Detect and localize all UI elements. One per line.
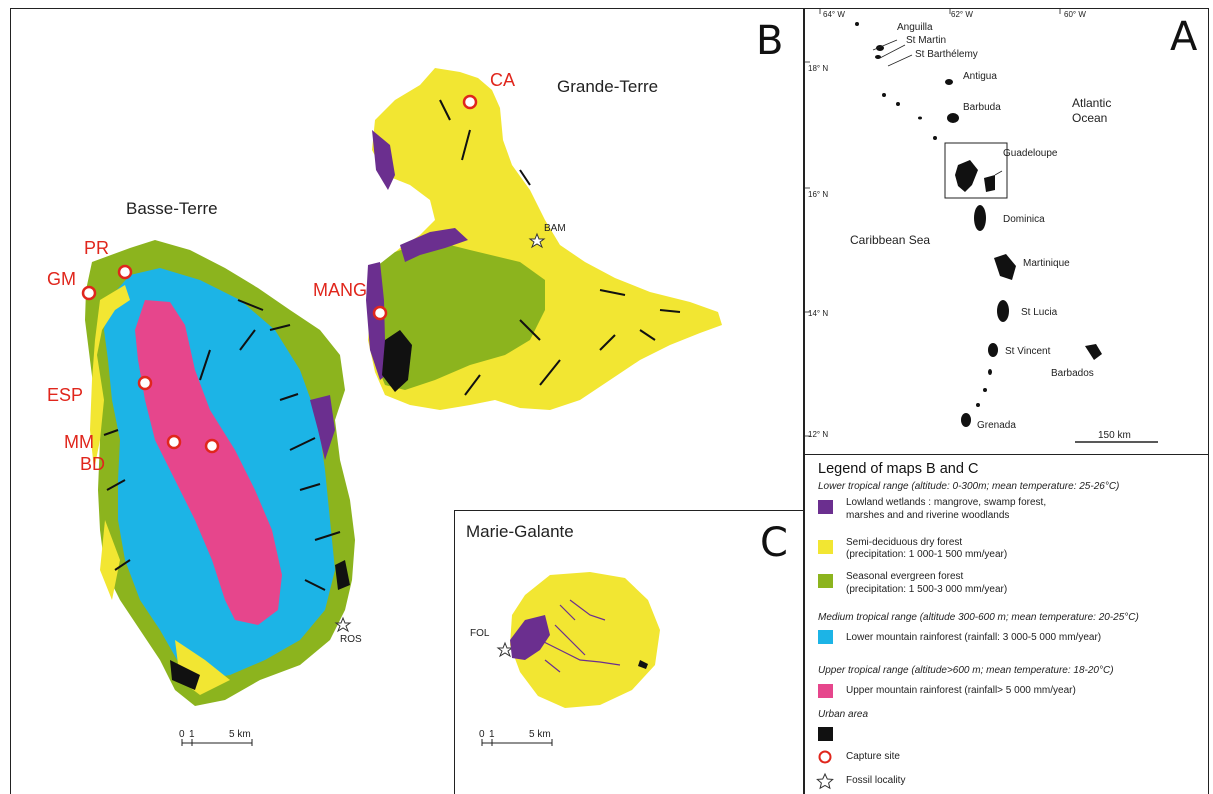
legend-wetlands-line1: Lowland wetlands : mangrove, swamp fores… xyxy=(846,497,1047,508)
island-label-grenada: Grenada xyxy=(977,420,1016,431)
lat-12n: 12° N xyxy=(808,430,829,439)
scale-bar-b xyxy=(181,739,253,746)
legend-swatch-upper-mountain xyxy=(818,684,833,698)
site-label-bd: BD xyxy=(80,454,106,474)
island-label-st-vincent: St Vincent xyxy=(1005,346,1051,357)
marie-galante-island xyxy=(510,572,660,708)
fossil-label-fol: FOL xyxy=(470,628,490,639)
ocean-label-line2: Ocean xyxy=(1072,111,1108,125)
marie-galante-label: Marie-Galante xyxy=(466,522,574,541)
legend-dry-line1: Semi-deciduous dry forest xyxy=(846,537,963,548)
map-b-frame xyxy=(10,8,804,794)
capture-site-gm xyxy=(81,285,97,301)
site-label-ca: CA xyxy=(490,70,516,90)
site-label-mang: MANG xyxy=(313,280,367,300)
legend-lower-mountain: Lower mountain rainforest (rainfall: 3 0… xyxy=(846,632,1102,643)
lat-16n: 16° N xyxy=(808,190,829,199)
panel-letter-b: B xyxy=(756,18,784,64)
scale-b-5: 5 km xyxy=(229,729,251,740)
fossil-star-fol xyxy=(496,641,514,658)
island-label-martinique: Martinique xyxy=(1023,258,1070,269)
legend-fossil-locality: Fossil locality xyxy=(846,775,906,786)
fossil-locality-markers xyxy=(334,232,546,658)
site-label-gm: GM xyxy=(47,269,76,289)
island-label-dominica: Dominica xyxy=(1003,214,1045,225)
island-label-st-barthelemy: St Barthélemy xyxy=(915,49,978,60)
panel-letter-a: A xyxy=(1170,14,1198,60)
lat-18n: 18° N xyxy=(808,64,829,73)
lon-62w: 62° W xyxy=(951,10,973,19)
map-c-frame xyxy=(454,510,805,794)
grande-terre-island xyxy=(366,68,722,410)
scale-a-label: 150 km xyxy=(1098,430,1131,441)
capture-site-bd xyxy=(204,438,220,454)
panel-letter-c: C xyxy=(760,520,788,566)
legend-medium-head: Medium tropical range (altitude 300-600 … xyxy=(818,612,1139,623)
map-a-leader-lines xyxy=(872,39,1003,176)
scale-b-1: 1 xyxy=(189,729,195,740)
capture-site-pr xyxy=(117,264,133,280)
scale-c-5: 5 km xyxy=(529,729,551,740)
island-label-barbados: Barbados xyxy=(1051,368,1094,379)
capture-site-markers xyxy=(81,94,478,454)
site-label-mm: MM xyxy=(64,432,94,452)
site-label-pr: PR xyxy=(84,238,110,258)
legend-swatch-wetlands xyxy=(818,500,833,514)
ocean-label-line1: Atlantic xyxy=(1072,96,1112,110)
scale-bar-c xyxy=(481,739,553,746)
map-a-graticule xyxy=(804,8,1061,437)
legend-capture-symbol xyxy=(818,750,832,764)
legend-upper-mountain: Upper mountain rainforest (rainfall> 5 0… xyxy=(846,685,1076,696)
lon-60w: 60° W xyxy=(1064,10,1086,19)
legend-fossil-symbol xyxy=(816,772,834,790)
capture-site-ca xyxy=(462,94,478,110)
legend-lower-head: Lower tropical range (altitude: 0-300m; … xyxy=(818,481,1120,492)
island-label-anguilla: Anguilla xyxy=(897,22,933,33)
fossil-label-ros: ROS xyxy=(340,634,362,645)
legend-swatch-seasonal xyxy=(818,574,833,588)
scale-c-0: 0 xyxy=(479,729,485,740)
scale-b-0: 0 xyxy=(179,729,185,740)
legend-upper-head: Upper tropical range (altitude>600 m; me… xyxy=(818,665,1114,676)
legend-urban-head: Urban area xyxy=(818,709,869,720)
island-label-st-martin: St Martin xyxy=(906,35,947,46)
capture-site-mang xyxy=(372,305,388,321)
grande-terre-label: Grande-Terre xyxy=(557,77,659,96)
scale-c-1: 1 xyxy=(489,729,495,740)
legend-dry-line2: (precipitation: 1 000-1 500 mm/year) xyxy=(846,549,1008,560)
guadeloupe-inset-box xyxy=(944,142,1008,199)
legend-seasonal-line2: (precipitation: 1 500-3 000 mm/year) xyxy=(846,584,1008,595)
legend-capture-site: Capture site xyxy=(846,751,900,762)
legend-swatch-dry xyxy=(818,540,833,554)
site-label-esp: ESP xyxy=(47,385,84,405)
fossil-star-bam xyxy=(528,232,546,249)
island-label-antigua: Antigua xyxy=(963,71,997,82)
legend-wetlands-line2: marshes and and riverine woodlands xyxy=(846,510,1010,521)
fossil-label-bam: BAM xyxy=(544,223,566,234)
map-a-islands xyxy=(855,22,1102,427)
basse-terre-label: Basse-Terre xyxy=(126,199,218,218)
capture-site-esp xyxy=(137,375,153,391)
island-label-barbuda: Barbuda xyxy=(963,102,1001,113)
island-label-st-lucia: St Lucia xyxy=(1021,307,1058,318)
island-label-guadeloupe: Guadeloupe xyxy=(1003,148,1058,159)
legend-title: Legend of maps B and C xyxy=(818,461,979,477)
legend-swatch-urban xyxy=(818,727,833,741)
lon-64w: 64° W xyxy=(823,10,845,19)
legend-seasonal-line1: Seasonal evergreen forest xyxy=(846,571,964,582)
capture-site-mm xyxy=(166,434,182,450)
fossil-star-ros xyxy=(334,616,352,633)
lat-14n: 14° N xyxy=(808,309,829,318)
legend-swatch-lower-mountain xyxy=(818,630,833,644)
basse-terre-island xyxy=(85,240,355,706)
sea-label: Caribbean Sea xyxy=(850,233,931,247)
